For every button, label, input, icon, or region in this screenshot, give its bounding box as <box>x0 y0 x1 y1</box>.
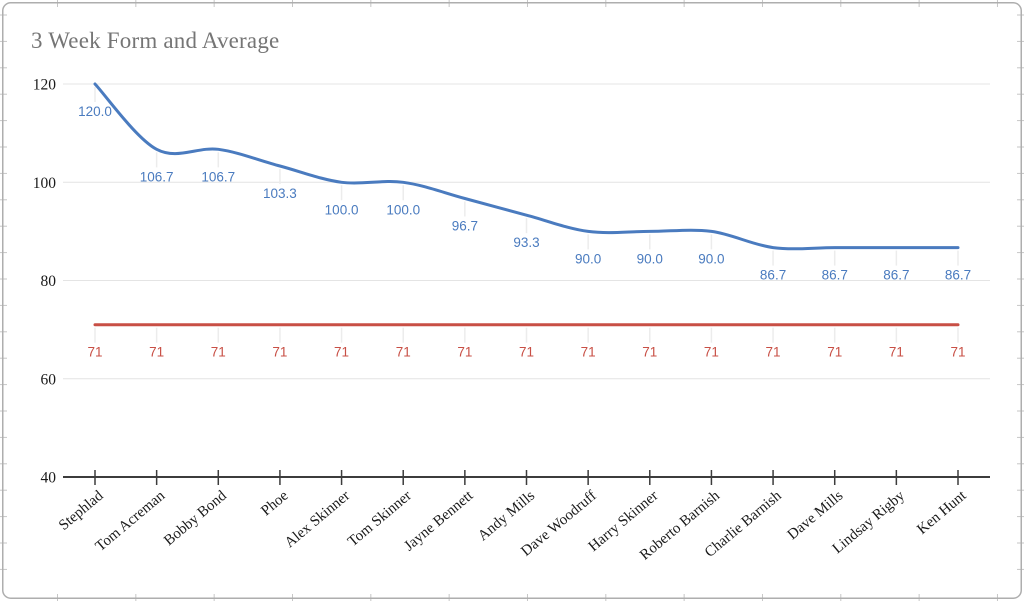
point-label-form: 90.0 <box>637 251 663 266</box>
point-label-form: 120.0 <box>78 104 112 119</box>
point-label-average: 71 <box>519 345 534 360</box>
x-axis-label: Alex Skinner <box>282 488 353 551</box>
y-axis-label: 100 <box>33 175 57 192</box>
point-label-average: 71 <box>396 345 411 360</box>
point-label-form: 96.7 <box>452 218 478 233</box>
point-label-average: 71 <box>766 345 781 360</box>
y-axis-label: 60 <box>41 371 57 388</box>
chart-title: 3 Week Form and Average <box>31 28 280 53</box>
point-label-form: 100.0 <box>386 202 420 217</box>
point-label-form: 106.7 <box>201 169 235 184</box>
point-label-form: 86.7 <box>822 268 848 283</box>
point-label-average: 71 <box>272 345 287 360</box>
x-axis-label: Ken Hunt <box>914 487 970 538</box>
point-label-form: 90.0 <box>575 251 601 266</box>
x-axis-label: Phoe <box>258 488 292 520</box>
point-label-average: 71 <box>704 345 719 360</box>
point-label-form: 93.3 <box>513 235 539 250</box>
point-label-average: 71 <box>149 345 164 360</box>
point-label-average: 71 <box>889 345 904 360</box>
point-label-average: 71 <box>211 345 226 360</box>
x-axis-label: Andy Mills <box>475 488 538 545</box>
x-axis-label: Bobby Bond <box>161 487 230 549</box>
y-axis-label: 40 <box>41 470 57 487</box>
y-axis-label: 80 <box>41 273 57 290</box>
point-label-form: 86.7 <box>945 268 971 283</box>
point-label-average: 71 <box>950 345 965 360</box>
point-label-form: 90.0 <box>698 251 724 266</box>
point-label-form: 106.7 <box>140 169 174 184</box>
point-label-form: 103.3 <box>263 186 297 201</box>
point-label-average: 71 <box>642 345 657 360</box>
point-label-average: 71 <box>334 345 349 360</box>
point-label-form: 86.7 <box>760 268 786 283</box>
point-label-form: 100.0 <box>325 202 359 217</box>
point-label-form: 86.7 <box>883 268 909 283</box>
point-label-average: 71 <box>87 345 102 360</box>
point-label-average: 71 <box>827 345 842 360</box>
x-axis-label: Jayne Bennett <box>401 487 477 554</box>
x-axis-label: Dave Mills <box>785 488 847 543</box>
point-label-average: 71 <box>457 345 472 360</box>
y-axis-label: 120 <box>33 77 57 94</box>
series-line-form <box>93 82 960 251</box>
x-axis-label: Stephlad <box>56 487 107 533</box>
point-label-average: 71 <box>581 345 596 360</box>
